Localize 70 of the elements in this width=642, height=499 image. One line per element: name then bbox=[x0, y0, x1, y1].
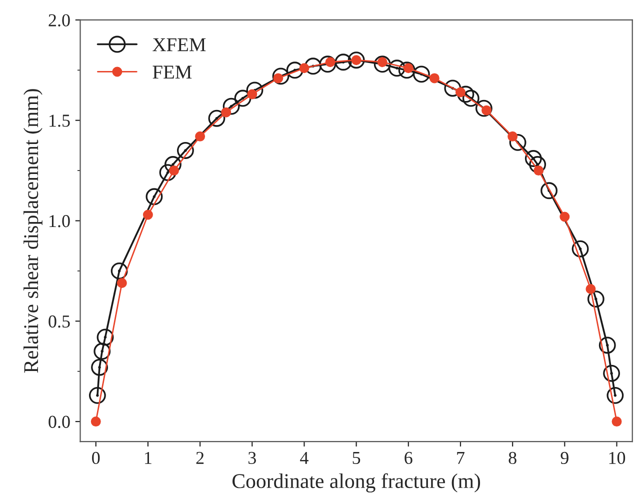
point bbox=[221, 107, 232, 118]
x-axis-title: Coordinate along fracture (m) bbox=[232, 473, 480, 492]
point bbox=[509, 134, 526, 151]
point bbox=[457, 86, 474, 103]
point bbox=[475, 100, 492, 117]
point bbox=[612, 416, 622, 427]
point bbox=[398, 62, 416, 79]
y-tick-label: 1.0 bbox=[50, 215, 70, 228]
x-tick-label: 0 bbox=[92, 452, 100, 464]
y-tick-label: 0.5 bbox=[48, 315, 70, 328]
y-tick-label: 2.0 bbox=[48, 14, 70, 26]
point bbox=[524, 150, 542, 167]
x-tick-label: 7 bbox=[457, 452, 464, 464]
point bbox=[606, 386, 624, 404]
point bbox=[586, 284, 596, 294]
point bbox=[444, 80, 462, 97]
point bbox=[142, 210, 153, 220]
x-tick-label: 6 bbox=[404, 452, 412, 464]
point bbox=[319, 56, 336, 73]
point bbox=[412, 66, 430, 83]
point bbox=[572, 240, 589, 258]
point bbox=[110, 262, 128, 280]
legend-label: FEM bbox=[152, 66, 192, 79]
point bbox=[96, 328, 114, 346]
point bbox=[222, 98, 240, 115]
point bbox=[246, 82, 264, 99]
point bbox=[208, 110, 226, 127]
point bbox=[334, 54, 352, 71]
point bbox=[159, 164, 176, 182]
point bbox=[94, 342, 111, 360]
point bbox=[304, 58, 322, 75]
point bbox=[169, 166, 180, 176]
point bbox=[603, 364, 620, 382]
x-tick-label: 8 bbox=[508, 452, 516, 464]
point bbox=[598, 336, 616, 354]
x-tick-label: 1 bbox=[145, 452, 152, 464]
point bbox=[508, 131, 518, 142]
x-tick-label: 3 bbox=[248, 452, 256, 464]
point bbox=[286, 62, 304, 79]
point bbox=[429, 73, 440, 84]
point bbox=[587, 290, 604, 308]
x-tick-label: 9 bbox=[560, 452, 568, 464]
point bbox=[164, 156, 182, 173]
y-tick-label: 0.0 bbox=[48, 416, 70, 428]
point bbox=[176, 142, 194, 159]
point bbox=[462, 90, 480, 107]
point bbox=[348, 52, 365, 69]
point bbox=[299, 63, 310, 74]
point bbox=[146, 188, 163, 206]
point bbox=[374, 56, 391, 73]
point bbox=[88, 386, 106, 404]
point bbox=[455, 87, 466, 98]
legend-label: XFEM bbox=[152, 38, 206, 52]
point bbox=[234, 90, 252, 107]
point bbox=[388, 60, 406, 77]
point bbox=[272, 68, 290, 85]
x-tick-label: 2 bbox=[196, 452, 204, 464]
x-tick-label: 4 bbox=[300, 452, 308, 464]
point bbox=[90, 416, 101, 427]
point bbox=[540, 182, 558, 200]
x-tick-label: 10 bbox=[609, 452, 626, 464]
point bbox=[560, 212, 570, 222]
point bbox=[195, 131, 206, 142]
y-tick-label: 1.5 bbox=[50, 114, 70, 127]
point bbox=[91, 358, 108, 376]
point bbox=[534, 166, 544, 176]
point bbox=[116, 278, 127, 288]
point bbox=[529, 156, 546, 173]
x-tick-label: 5 bbox=[352, 452, 360, 464]
y-axis-title: Relative shear displacement (mm) bbox=[24, 89, 42, 373]
